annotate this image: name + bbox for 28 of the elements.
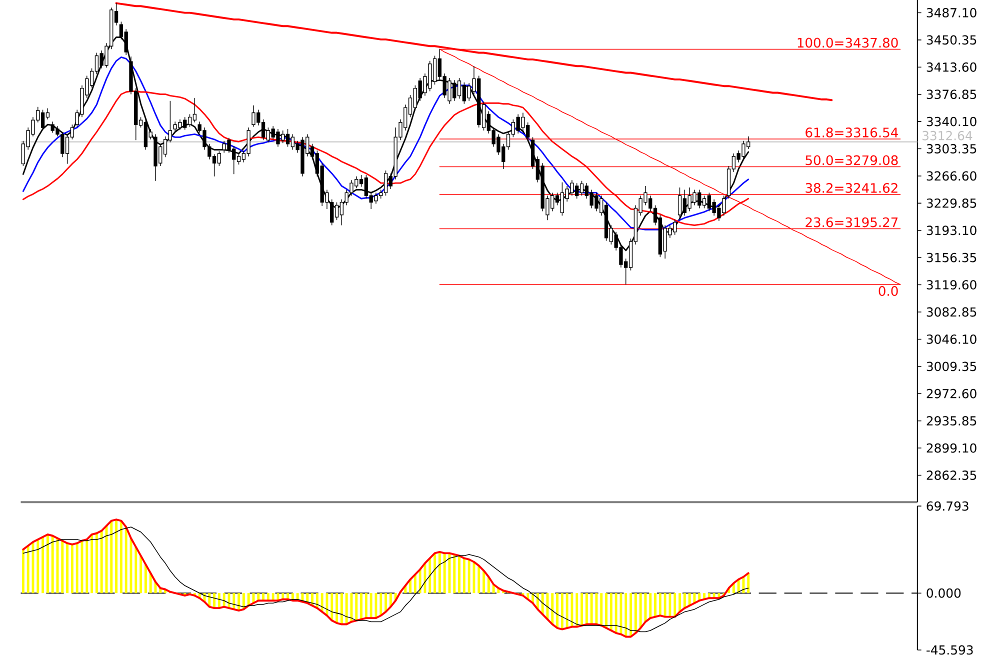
y-tick-label: 3487.10 [926, 8, 976, 18]
y-tick-label: 3229.85 [926, 198, 976, 208]
y-tick-label: 3450.35 [926, 35, 976, 45]
y-tick-label: 3082.85 [926, 307, 976, 317]
y-tick-label: 3193.10 [926, 226, 976, 236]
series-label: 0.0 [878, 286, 898, 296]
y-tick-label: 3413.60 [926, 62, 976, 72]
series-label: 61.8=3316.54 [806, 128, 898, 138]
series-label: 50.0=3279.08 [806, 155, 898, 166]
ref-line-label: 3312.64 [922, 131, 972, 140]
y-tick-label: 2935.85 [926, 416, 976, 426]
y-tick-label: 69.793 [926, 501, 968, 511]
y-tick-label: -45.593 [926, 645, 973, 655]
y-tick-label: 3266.60 [926, 171, 976, 181]
y-tick-label: 3303.35 [926, 144, 976, 154]
y-tick-label: 3119.60 [926, 280, 976, 290]
y-tick-label: 3156.35 [926, 252, 976, 262]
series-label: 23.6=3195.27 [806, 217, 898, 228]
y-tick-label: 2972.60 [926, 389, 976, 398]
y-tick-label: 3009.35 [926, 362, 976, 372]
series-label: 100.0=3437.80 [798, 38, 898, 48]
y-tick-label: 3340.10 [926, 116, 976, 126]
y-tick-label: 2862.35 [926, 470, 976, 480]
series-label: 38.2=3241.62 [806, 183, 898, 193]
y-tick-label: 3046.10 [926, 334, 976, 344]
y-tick-label: 0.000 [926, 588, 961, 598]
y-tick-label: 2899.10 [926, 443, 976, 453]
y-tick-label: 3376.85 [926, 90, 976, 100]
